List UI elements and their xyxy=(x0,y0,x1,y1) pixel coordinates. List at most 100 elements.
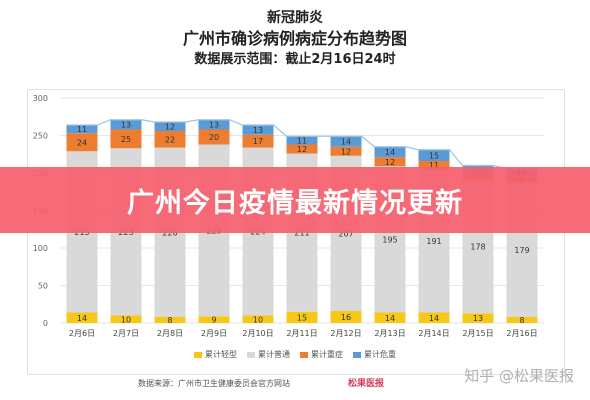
x-tick-label: 2月9日 xyxy=(201,329,227,338)
data-label: 10 xyxy=(253,315,263,324)
bar-segment xyxy=(198,316,230,323)
data-label: 12 xyxy=(165,123,175,132)
title-block: 新冠肺炎 广州市确诊病例病症分布趋势图 数据展示范围：截止2月16日24时 xyxy=(0,8,590,70)
bar-segment xyxy=(198,119,230,130)
data-label: 11 xyxy=(429,161,439,170)
legend-swatch xyxy=(247,351,255,358)
bar-segment xyxy=(110,315,142,323)
brand-logo: 松果医报 xyxy=(348,379,385,389)
bar-segment xyxy=(286,311,318,323)
data-label: 8 xyxy=(519,316,524,325)
data-label: 16 xyxy=(341,313,351,322)
legend-label: 累计轻型 xyxy=(205,350,237,359)
data-label: 14 xyxy=(341,138,351,147)
bar-segment xyxy=(198,129,230,145)
bar-segment xyxy=(418,149,450,161)
x-tick-label: 2月12日 xyxy=(330,329,361,338)
data-label: 12 xyxy=(341,147,351,156)
data-label: 13 xyxy=(209,121,219,130)
bar-segment xyxy=(66,312,98,323)
legend-label: 累计危重 xyxy=(364,350,396,359)
data-label: 14 xyxy=(385,148,395,157)
legend-item: 累计危重 xyxy=(353,349,396,360)
data-label: 195 xyxy=(382,235,397,244)
x-tick-label: 2月7日 xyxy=(113,329,139,338)
data-label: 211 xyxy=(294,229,309,238)
x-tick-label: 2月10日 xyxy=(242,329,273,338)
legend-swatch xyxy=(300,351,308,358)
bar-segment xyxy=(242,134,274,148)
data-label: 14 xyxy=(77,314,87,323)
legend-item: 累计轻型 xyxy=(194,349,237,360)
bar-segment xyxy=(154,317,186,323)
bar-segment xyxy=(374,157,406,167)
headline-banner: 广州今日疫情最新情况更新 xyxy=(0,167,590,233)
data-label: 179 xyxy=(514,246,529,255)
y-tick-label: 300 xyxy=(33,94,48,103)
banner-text: 广州今日疫情最新情况更新 xyxy=(127,187,463,219)
bar-segment xyxy=(418,312,450,323)
bar-segment xyxy=(110,129,142,149)
y-tick-label: 50 xyxy=(38,282,48,291)
x-tick-label: 2月6日 xyxy=(69,329,95,338)
data-label: 15 xyxy=(429,151,439,160)
data-label: 22 xyxy=(165,135,175,144)
bar-segment xyxy=(154,122,186,131)
y-tick-label: 250 xyxy=(33,132,48,141)
data-label: 13 xyxy=(473,314,483,323)
bar-segment xyxy=(374,146,406,158)
trend-line xyxy=(66,119,538,170)
bar-segment xyxy=(242,125,274,135)
bar-segment xyxy=(374,312,406,323)
bar-segment xyxy=(506,317,538,323)
bar-segment xyxy=(242,315,274,323)
data-label: 11 xyxy=(297,136,307,145)
legend-item: 累计普通 xyxy=(247,349,290,360)
bar-segment xyxy=(66,125,98,134)
data-label: 207 xyxy=(338,229,353,238)
data-label: 191 xyxy=(426,237,441,246)
data-label: 12 xyxy=(385,158,395,167)
data-label: 17 xyxy=(253,137,263,146)
legend-label: 累计重症 xyxy=(311,350,343,359)
legend-label: 累计普通 xyxy=(258,350,290,359)
legend-swatch xyxy=(353,351,361,358)
data-label: 178 xyxy=(470,243,485,252)
chart-title-line1: 新冠肺炎 xyxy=(267,10,323,26)
y-tick-label: 0 xyxy=(43,319,48,328)
legend-swatch xyxy=(194,351,202,358)
data-label: 14 xyxy=(429,314,439,323)
data-label: 14 xyxy=(385,314,395,323)
legend-item: 累计重症 xyxy=(300,349,343,360)
data-label: 12 xyxy=(297,145,307,154)
bar-segment xyxy=(66,133,98,152)
bar-segment xyxy=(330,146,362,156)
bar-segment xyxy=(154,131,186,148)
data-label: 24 xyxy=(77,138,87,147)
x-tick-label: 2月8日 xyxy=(157,329,183,338)
bar-segment xyxy=(110,119,142,130)
data-label: 13 xyxy=(253,126,263,135)
data-label: 25 xyxy=(121,135,131,144)
data-source: 数据来源：广州市卫生健康委员会官方网站 xyxy=(138,379,290,388)
chart-title-line2: 广州市确诊病例病症分布趋势图 xyxy=(182,29,407,48)
watermark: 知乎 @松果医报 xyxy=(464,367,574,385)
x-tick-label: 2月15日 xyxy=(462,329,493,338)
data-label: 15 xyxy=(297,313,307,322)
bar-segment xyxy=(286,136,318,145)
bar-segment xyxy=(462,313,494,323)
data-label: 20 xyxy=(209,133,219,142)
data-label: 11 xyxy=(77,125,87,134)
chart-legend: 累计轻型 累计普通 累计重症 累计危重 xyxy=(0,349,590,360)
bar-segment xyxy=(330,311,362,323)
bar-segment xyxy=(330,136,362,147)
x-tick-label: 2月13日 xyxy=(374,329,405,338)
x-tick-label: 2月11日 xyxy=(286,329,317,338)
data-label: 13 xyxy=(121,121,131,130)
bar-segment xyxy=(418,161,450,170)
y-tick-label: 100 xyxy=(33,244,48,253)
x-tick-label: 2月14日 xyxy=(418,329,449,338)
chart-title-line3: 数据展示范围：截止2月16日24时 xyxy=(194,52,396,67)
bar-segment xyxy=(286,144,318,154)
data-label: 10 xyxy=(121,315,131,324)
